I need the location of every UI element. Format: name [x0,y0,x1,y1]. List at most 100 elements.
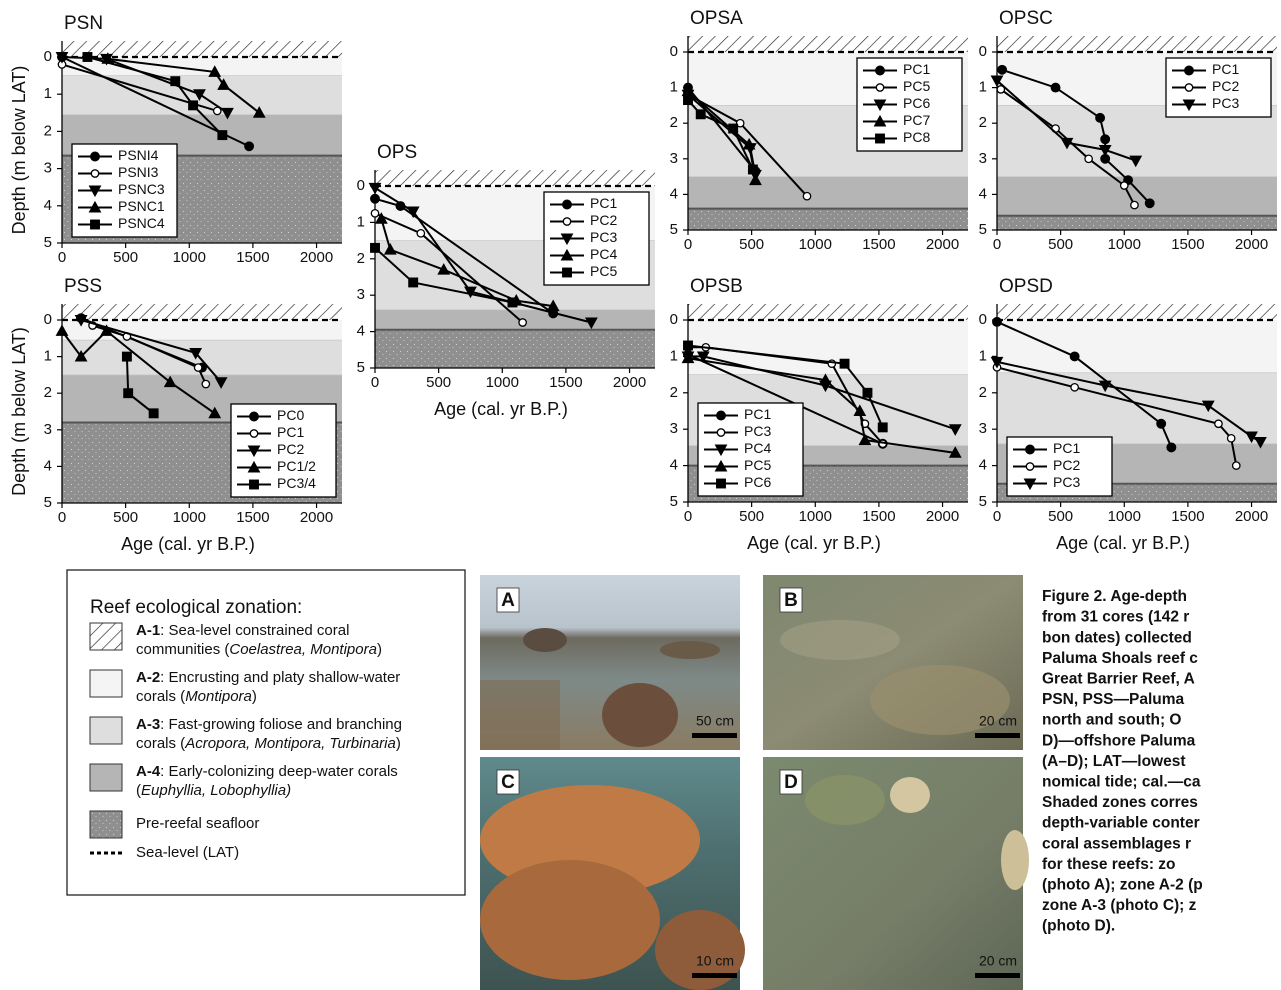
scale-bar [692,973,737,978]
y-tick-label: 0 [44,48,52,65]
text-segment: Montipora [185,688,252,705]
legend-label: PSNI3 [118,164,159,180]
marker [1231,461,1241,470]
legend-label: PC1 [1212,61,1239,77]
marker [189,347,203,360]
legend-label: PSNC1 [118,198,165,214]
zonation-text: A-4: Early-colonizing deep-water corals [136,763,398,780]
marker [82,52,93,62]
legend-label: PC1 [277,424,304,440]
zonation-text: Pre-reefal seafloor [136,815,259,832]
y-tick-label: 5 [670,493,678,510]
marker [992,316,1002,327]
legend-label: PSNC3 [118,181,165,197]
marker [853,404,867,416]
y-tick-label: 3 [979,420,987,437]
caption-line: PSN, PSS—Paluma [1042,691,1185,708]
y-tick-label: 2 [357,250,365,267]
text-segment: Sea-level (LAT) [136,844,239,861]
text-segment: A-2 [136,669,160,686]
marker [819,373,832,386]
marker [873,99,887,112]
marker [948,424,962,436]
scale-label: 10 cm [696,953,734,969]
marker [839,358,850,369]
marker [148,408,159,419]
legend-label: PC1/2 [277,458,316,474]
depth-zone [688,176,968,209]
marker [1184,65,1194,76]
chart-title: OPSD [999,276,1053,297]
legend-label: PC5 [744,457,771,473]
marker [1184,83,1194,92]
chart-title: OPSC [999,8,1053,29]
text-segment: A-4 [136,763,161,780]
text-segment: Coelastrea, Montipora [229,641,377,658]
text-segment: Acropora, Montipora, Turbinaria [184,735,396,752]
text-segment: Pre-reefal seafloor [136,815,259,832]
legend-label: PC2 [1212,78,1239,94]
scale-label: 20 cm [979,713,1017,729]
marker [193,89,206,101]
marker [695,109,706,120]
marker [90,169,100,178]
x-tick-label: 1500 [1171,508,1204,525]
marker [1084,154,1093,164]
marker [370,208,380,218]
marker [193,363,203,372]
x-tick-label: 1500 [236,249,269,266]
marker [546,299,560,312]
marker [1023,478,1037,491]
legend-label: PC2 [590,212,617,228]
caption-line: nomical tide; cal.—ca [1042,773,1201,790]
marker [562,199,572,210]
y-tick-label: 0 [44,311,52,328]
marker [437,263,451,275]
x-tick-label: 500 [739,236,764,253]
y-axis-label: Depth (m below LAT) [9,327,29,496]
series-line [996,320,1173,448]
marker [716,410,726,421]
marker [74,349,88,362]
photo-labels: A 50 cm B 20 cm C 10 cm D 20 cm [496,587,1020,978]
caption-line: (photo D). [1042,918,1115,935]
photo-label: B [784,590,798,611]
marker [121,351,132,362]
marker [948,446,962,458]
caption-line: for these reefs: zo [1042,856,1176,873]
legend-label: PC7 [903,112,930,128]
marker [464,286,477,299]
y-tick-label: 3 [670,150,678,167]
photo-label-box [779,587,803,613]
marker [1100,134,1111,145]
series-line [687,344,884,428]
sea-level-zone [62,304,342,320]
marker [1025,444,1035,455]
x-tick-label: 1000 [173,509,206,526]
zonation-text: Sea-level (LAT) [136,844,239,861]
legend-label: PC3/4 [277,475,316,491]
zonation-text: A-1: Sea-level constrained coral [136,622,349,639]
chart-title: OPSB [690,276,743,297]
marker [1245,431,1258,444]
marker [123,388,134,399]
photo-a [480,575,740,750]
marker [560,248,574,261]
sea-level-zone [688,36,968,52]
marker [249,479,259,490]
y-tick-label: 1 [979,347,987,364]
marker [163,375,177,388]
text-segment: ) [377,641,382,658]
caption-line: (A–D); LAT—lowest [1042,753,1186,770]
caption-line: bon dates) collected [1042,629,1192,646]
x-tick-label: 1500 [862,236,895,253]
marker [875,133,885,144]
legend-label: PC5 [590,263,617,279]
scale-bar [975,733,1020,738]
legend-label: PSNC4 [118,215,165,231]
zonation-items: A-1: Sea-level constrained coral communit… [89,622,402,861]
marker [1060,137,1074,150]
photo-b [763,575,1023,750]
y-tick-label: 3 [44,160,52,177]
